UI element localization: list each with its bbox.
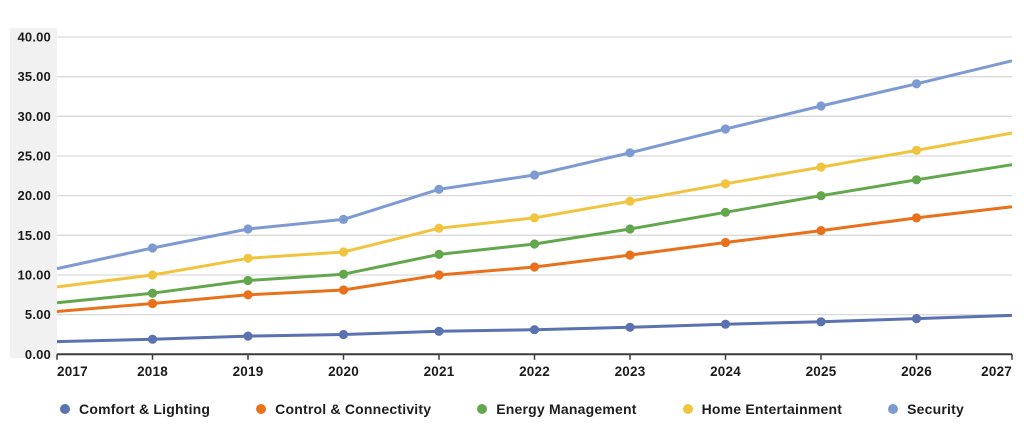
data-point-comfort-lighting bbox=[147, 334, 158, 344]
legend-dot-icon bbox=[477, 404, 488, 414]
data-point-control-connectivity bbox=[529, 262, 540, 272]
y-tick-label: 40.00 bbox=[17, 30, 51, 45]
y-tick-label: 15.00 bbox=[17, 228, 51, 243]
legend-item-comfort-lighting: Comfort & Lighting bbox=[60, 401, 210, 417]
y-tick-label: 0.00 bbox=[25, 347, 51, 362]
data-point-home-entertainment bbox=[625, 196, 635, 206]
x-tick-label: 2019 bbox=[233, 364, 264, 379]
data-point-comfort-lighting bbox=[911, 314, 922, 324]
x-tick-label: 2026 bbox=[901, 364, 932, 379]
y-tick-label: 25.00 bbox=[17, 148, 51, 163]
data-point-control-connectivity bbox=[243, 290, 253, 300]
x-tick-label: 2023 bbox=[615, 364, 646, 379]
line-chart-plot: 0.00 5.00 10.00 15.00 20.00 25.00 30.00 35.00 40… bbox=[10, 28, 1013, 379]
legend-dot-icon bbox=[888, 404, 899, 414]
data-point-control-connectivity bbox=[338, 285, 349, 295]
data-point-security bbox=[720, 124, 731, 134]
data-point-energy-management bbox=[147, 288, 158, 298]
data-point-security bbox=[434, 184, 444, 194]
data-point-security bbox=[625, 148, 635, 158]
data-point-home-entertainment bbox=[243, 253, 253, 263]
data-point-comfort-lighting bbox=[434, 326, 444, 336]
x-tick-label: 2024 bbox=[710, 364, 741, 379]
data-point-energy-management bbox=[911, 175, 922, 185]
data-point-energy-management bbox=[816, 191, 826, 201]
data-point-home-entertainment bbox=[911, 145, 922, 155]
data-point-comfort-lighting bbox=[338, 329, 349, 340]
data-point-comfort-lighting bbox=[816, 317, 826, 327]
data-point-control-connectivity bbox=[625, 250, 635, 260]
data-point-energy-management bbox=[434, 249, 444, 259]
data-point-security bbox=[529, 170, 540, 180]
data-point-security bbox=[816, 101, 826, 111]
legend-item-energy-management: Energy Management bbox=[477, 401, 636, 417]
legend-dot-icon bbox=[682, 404, 693, 414]
data-point-control-connectivity bbox=[816, 226, 826, 236]
data-point-control-connectivity bbox=[434, 270, 444, 280]
data-point-home-entertainment bbox=[720, 179, 731, 189]
legend-item-home-entertainment: Home Entertainment bbox=[682, 401, 843, 417]
data-point-control-connectivity bbox=[911, 213, 922, 223]
legend-label: Energy Management bbox=[496, 401, 637, 417]
data-point-security bbox=[243, 224, 253, 234]
y-tick-label: 35.00 bbox=[17, 69, 51, 84]
data-point-home-entertainment bbox=[434, 223, 444, 233]
data-point-comfort-lighting bbox=[720, 319, 731, 329]
x-tick-label: 2017 bbox=[57, 364, 88, 379]
data-point-security bbox=[911, 79, 922, 89]
legend-dot-icon bbox=[60, 404, 71, 414]
data-point-comfort-lighting bbox=[529, 325, 540, 335]
y-tick-label: 5.00 bbox=[25, 307, 51, 322]
data-point-energy-management bbox=[720, 207, 731, 217]
x-tick-label: 2018 bbox=[137, 364, 168, 379]
y-axis-label-band bbox=[10, 28, 57, 358]
legend-item-control-connectivity: Control & Connectivity bbox=[256, 401, 431, 417]
y-tick-label: 30.00 bbox=[17, 109, 51, 124]
data-point-control-connectivity bbox=[147, 298, 158, 309]
x-tick-label: 2021 bbox=[424, 364, 455, 379]
data-point-security bbox=[338, 214, 349, 224]
x-tick-label: 2027 bbox=[981, 364, 1012, 379]
chart-legend: Comfort & Lighting Control & Connectivity… bbox=[0, 388, 1024, 436]
data-point-control-connectivity bbox=[720, 237, 731, 248]
data-point-energy-management bbox=[243, 275, 253, 286]
data-point-security bbox=[147, 243, 158, 253]
series-line-security bbox=[56, 59, 1013, 271]
x-tick-label: 2022 bbox=[519, 364, 550, 379]
legend-label: Home Entertainment bbox=[701, 401, 843, 417]
data-point-comfort-lighting bbox=[243, 331, 253, 341]
data-point-energy-management bbox=[625, 224, 635, 234]
series-line-control-connectivity bbox=[56, 205, 1013, 313]
data-point-energy-management bbox=[529, 239, 540, 249]
x-tick-label: 2020 bbox=[328, 364, 359, 379]
data-point-home-entertainment bbox=[147, 270, 158, 280]
x-tick-label: 2025 bbox=[806, 364, 837, 379]
data-point-energy-management bbox=[338, 269, 349, 279]
legend-label: Comfort & Lighting bbox=[79, 401, 211, 417]
legend-label: Control & Connectivity bbox=[275, 401, 432, 417]
legend-item-security: Security bbox=[888, 401, 964, 417]
series-line-energy-management bbox=[56, 163, 1013, 305]
y-tick-label: 20.00 bbox=[17, 188, 51, 203]
data-point-comfort-lighting bbox=[625, 322, 635, 332]
legend-dot-icon bbox=[256, 404, 267, 414]
data-point-home-entertainment bbox=[338, 247, 349, 257]
legend-label: Security bbox=[907, 401, 964, 417]
data-point-home-entertainment bbox=[529, 213, 540, 223]
data-point-home-entertainment bbox=[816, 162, 826, 172]
y-tick-label: 10.00 bbox=[17, 267, 51, 282]
